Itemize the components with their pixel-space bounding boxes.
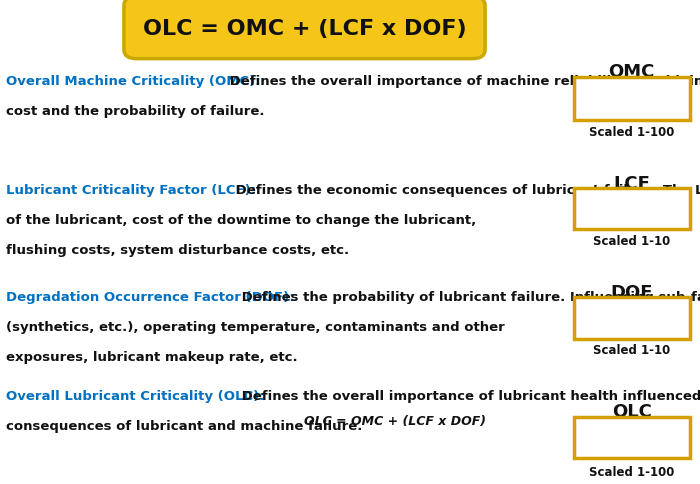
FancyBboxPatch shape (574, 77, 690, 121)
Text: cost and the probability of failure.: cost and the probability of failure. (6, 105, 264, 118)
Text: consequences of lubricant and machine failure.: consequences of lubricant and machine fa… (6, 420, 362, 433)
Text: Scaled 1-100: Scaled 1-100 (589, 126, 674, 139)
Text: Scaled 1-100: Scaled 1-100 (589, 465, 674, 478)
Text: OLC = OMC + (LCF x DOF): OLC = OMC + (LCF x DOF) (143, 18, 466, 39)
Text: Scaled 1-10: Scaled 1-10 (593, 344, 671, 357)
Text: DOF: DOF (610, 283, 653, 301)
Text: flushing costs, system disturbance costs, etc.: flushing costs, system disturbance costs… (6, 244, 349, 257)
Text: Defines the overall importance of machine reliability, combining mission critica: Defines the overall importance of machin… (225, 75, 700, 88)
Text: Overall Lubricant Criticality (OLC):: Overall Lubricant Criticality (OLC): (6, 390, 264, 403)
Text: Defines the overall importance of lubricant health influenced by both the probab: Defines the overall importance of lubric… (237, 390, 700, 403)
FancyBboxPatch shape (574, 298, 690, 339)
Text: exposures, lubricant makeup rate, etc.: exposures, lubricant makeup rate, etc. (6, 350, 298, 363)
Text: of the lubricant, cost of the downtime to change the lubricant,: of the lubricant, cost of the downtime t… (6, 214, 476, 227)
Text: LCF: LCF (613, 174, 650, 192)
FancyBboxPatch shape (574, 417, 690, 458)
FancyBboxPatch shape (124, 0, 485, 60)
Text: Defines the probability of lubricant failure. Influencing sub-factors include lu: Defines the probability of lubricant fai… (237, 290, 700, 303)
Text: Scaled 1-10: Scaled 1-10 (593, 235, 671, 248)
Text: Defines the economic consequences of lubricant failure. The LCF is influenced by: Defines the economic consequences of lub… (231, 184, 700, 197)
Text: Degradation Occurrence Factor (DOF):: Degradation Occurrence Factor (DOF): (6, 290, 294, 303)
Text: OLC: OLC (612, 402, 652, 420)
FancyBboxPatch shape (574, 189, 690, 230)
Text: Lubricant Criticality Factor (LCF):: Lubricant Criticality Factor (LCF): (6, 184, 255, 197)
Text: (synthetics, etc.), operating temperature, contaminants and other: (synthetics, etc.), operating temperatur… (6, 320, 504, 333)
Text: Overall Machine Criticality (OMC):: Overall Machine Criticality (OMC): (6, 75, 260, 88)
Text: OMC: OMC (608, 63, 655, 81)
Text: OLC = OMC + (LCF x DOF): OLC = OMC + (LCF x DOF) (304, 414, 486, 427)
